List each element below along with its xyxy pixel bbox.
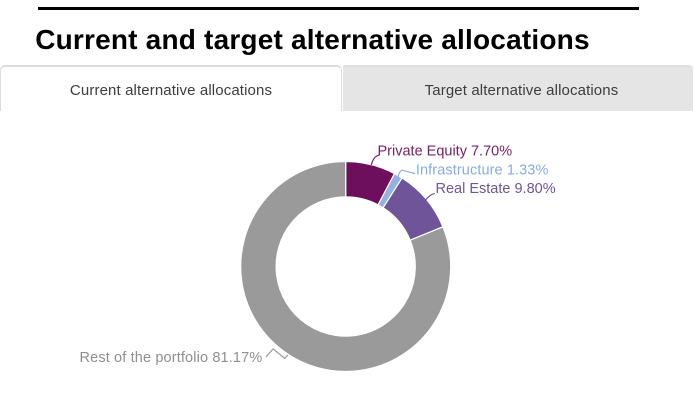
svg-text:Private Equity 7.70%: Private Equity 7.70%	[378, 143, 513, 159]
svg-text:Infrastructure 1.33%: Infrastructure 1.33%	[416, 163, 549, 179]
svg-text:Rest of the portfolio 81.17%: Rest of the portfolio 81.17%	[80, 350, 263, 366]
svg-text:Real Estate 9.80%: Real Estate 9.80%	[436, 181, 556, 197]
